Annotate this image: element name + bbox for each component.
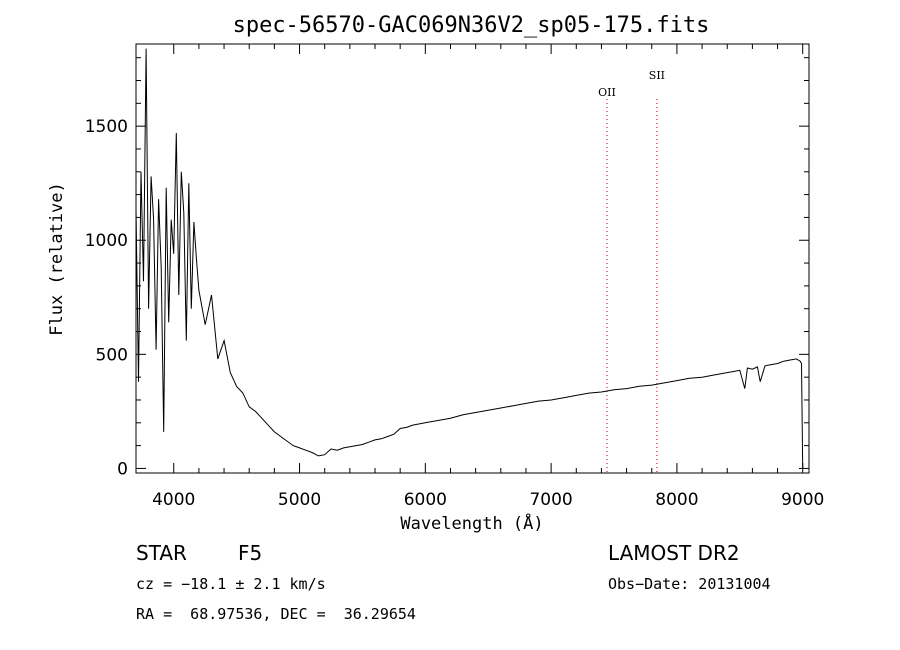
x-tick-label: 7000 <box>529 490 572 510</box>
x-tick-label: 4000 <box>152 490 195 510</box>
y-axis-ticks: 0 500 1000 1500 <box>85 57 809 479</box>
y-axis-label: Flux (relative) <box>47 182 67 336</box>
x-axis-ticks: 4000 5000 6000 7000 8000 9000 <box>152 44 824 510</box>
chart-title: spec-56570-GAC069N36V2_sp05-175.fits <box>233 13 710 38</box>
emission-line-markers: OII SII <box>598 69 665 473</box>
spectrum-line <box>135 48 804 469</box>
x-tick-label: 5000 <box>278 490 321 510</box>
obs-date: Obs−Date: 20131004 <box>608 575 771 593</box>
survey-name: LAMOST DR2 <box>608 541 740 565</box>
object-class: STAR <box>136 541 187 565</box>
emission-line-label: OII <box>598 86 616 99</box>
y-tick-label: 0 <box>117 459 128 479</box>
coordinates: RA = 68.97536, DEC = 36.29654 <box>136 605 416 623</box>
plot-frame <box>135 43 810 474</box>
y-tick-label: 500 <box>96 345 128 365</box>
redshift-text: cz = −18.1 ± 2.1 km/s <box>136 575 326 593</box>
x-tick-label: 6000 <box>404 490 447 510</box>
y-tick-label: 1500 <box>85 117 128 137</box>
x-axis-label: Wavelength (Å) <box>400 512 543 534</box>
x-tick-label: 9000 <box>781 490 824 510</box>
x-tick-label: 8000 <box>655 490 698 510</box>
object-subclass: F5 <box>238 541 263 565</box>
emission-line-label: SII <box>649 69 665 82</box>
y-tick-label: 1000 <box>85 231 128 251</box>
